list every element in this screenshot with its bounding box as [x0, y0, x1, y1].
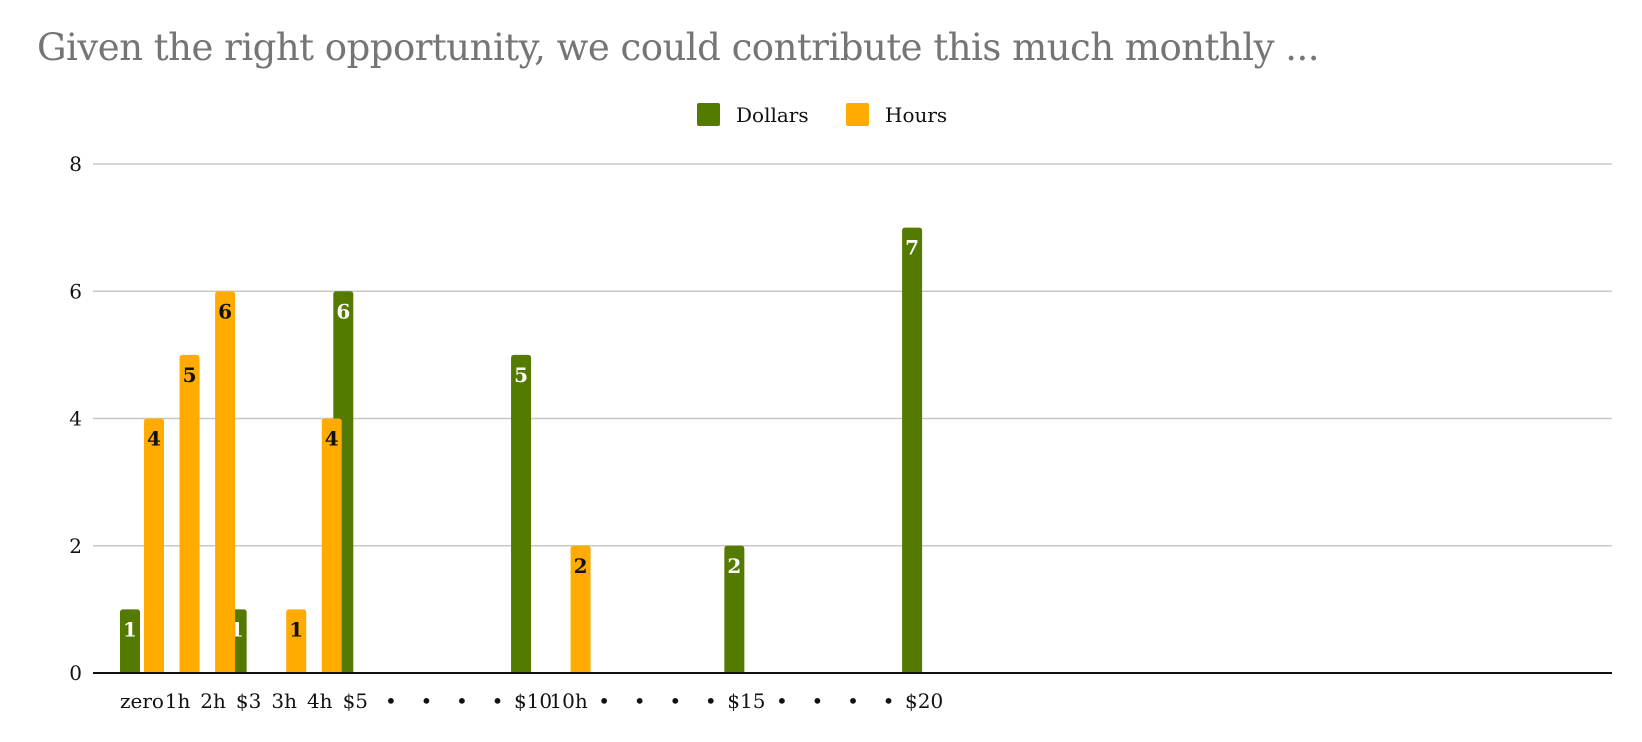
- x-tick-label: 4h: [307, 689, 333, 713]
- x-tick-label: •: [421, 689, 433, 713]
- x-tick-label: •: [776, 689, 788, 713]
- x-tick-label: 2h: [200, 689, 226, 713]
- x-tick-label: 1h: [165, 689, 191, 713]
- x-tick-label: 10h: [549, 689, 587, 713]
- x-tick-label: •: [598, 689, 610, 713]
- legend-label-hours: Hours: [885, 103, 947, 127]
- bar-hours: [215, 291, 236, 673]
- y-tick-label: 2: [69, 534, 82, 558]
- bar-hours: [570, 545, 591, 673]
- bar-dollars: [511, 354, 532, 673]
- data-label: 2: [727, 554, 741, 578]
- bar-hours: [144, 418, 164, 673]
- bar-hours: [179, 354, 200, 673]
- y-tick-label: 0: [69, 661, 82, 685]
- legend-label-dollars: Dollars: [736, 103, 809, 127]
- data-label: 7: [905, 236, 919, 260]
- x-tick-label: $5: [343, 689, 368, 713]
- x-tick-label: •: [456, 689, 468, 713]
- x-tick-label: •: [847, 689, 859, 713]
- bar-dollars: [902, 227, 923, 673]
- bar-hours: [321, 418, 342, 673]
- x-tick-label: •: [669, 689, 681, 713]
- x-tick-label: •: [385, 689, 397, 713]
- data-label: 5: [514, 363, 528, 387]
- x-tick-label: 3h: [271, 689, 297, 713]
- data-label: 4: [147, 427, 161, 451]
- data-label: 4: [325, 427, 339, 451]
- data-label: 6: [336, 299, 350, 323]
- legend-swatch-hours: [846, 103, 869, 126]
- bar-hours: [286, 609, 307, 673]
- bar-dollars: [120, 609, 140, 673]
- x-tick-label: •: [812, 689, 824, 713]
- data-label: 2: [574, 554, 588, 578]
- bar-dollars: [724, 545, 745, 673]
- x-tick-label: $10: [514, 689, 552, 713]
- data-label: 1: [123, 617, 137, 641]
- y-tick-label: 8: [69, 152, 82, 176]
- x-tick-label: •: [883, 689, 895, 713]
- x-tick-label: •: [492, 689, 504, 713]
- legend-swatch-dollars: [697, 103, 720, 126]
- x-tick-label: $20: [905, 689, 943, 713]
- x-tick-label: zero: [120, 689, 164, 713]
- y-tick-label: 6: [69, 279, 82, 303]
- data-label: 6: [218, 299, 232, 323]
- x-tick-label: $15: [727, 689, 765, 713]
- y-tick-label: 4: [69, 407, 82, 431]
- data-label: 5: [183, 363, 197, 387]
- data-label: 1: [289, 617, 303, 641]
- chart-title: Given the right opportunity, we could co…: [37, 26, 1320, 69]
- x-tick-label: $3: [236, 689, 261, 713]
- x-tick-label: •: [634, 689, 646, 713]
- x-tick-label: •: [705, 689, 717, 713]
